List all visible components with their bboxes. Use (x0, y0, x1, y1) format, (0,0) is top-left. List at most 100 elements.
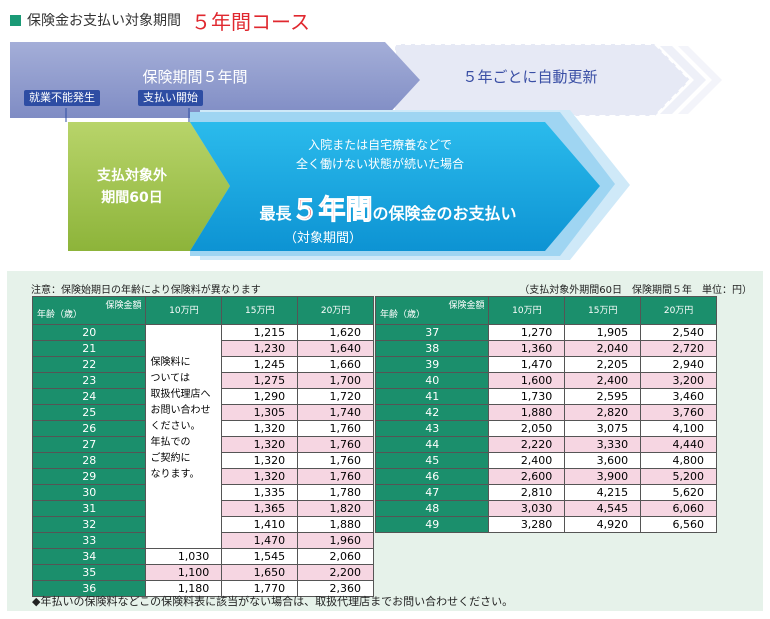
premium-cell-10: 2,810 (488, 484, 566, 501)
age-cell: 41 (374, 388, 490, 405)
premium-cell-15: 1,365 (221, 500, 299, 517)
premium-cell-20: 1,960 (297, 532, 374, 549)
table-row: 38 1,360 2,040 2,720 (374, 340, 717, 357)
premium-cell-15: 1,905 (564, 324, 642, 341)
premium-cell-15: 1,320 (221, 436, 299, 453)
table-row: 35 1,100 1,650 2,200 (31, 564, 374, 581)
premium-cell-20: 5,620 (640, 484, 717, 501)
premium-cell-10: 3,280 (488, 516, 566, 533)
premium-cell-20: 1,620 (297, 324, 374, 341)
age-cell: 22 (31, 356, 147, 373)
premium-cell-15: 1,320 (221, 452, 299, 469)
table-header-row: 保険金額 年齢（歳） 10万円 15万円 20万円 (31, 296, 374, 325)
contact-agent-note-line: ご契約に (150, 453, 191, 464)
col-header-20: 20万円 (297, 296, 374, 325)
age-cell: 42 (374, 404, 490, 421)
premium-cell-20: 3,760 (640, 404, 717, 421)
premium-cell-20: 3,200 (640, 372, 717, 389)
premium-cell-20: 1,740 (297, 404, 374, 421)
table-row: 46 2,600 3,900 5,200 (374, 468, 717, 485)
age-cell: 31 (31, 500, 147, 517)
premium-cell-15: 2,400 (564, 372, 642, 389)
premium-cell-10: 1,730 (488, 388, 566, 405)
age-cell: 21 (31, 340, 147, 357)
premium-cell-20: 1,660 (297, 356, 374, 373)
col-header-20: 20万円 (640, 296, 717, 325)
premium-cell-20: 6,560 (640, 516, 717, 533)
age-cell: 43 (374, 420, 490, 437)
table-row: 32 1,410 1,880 (31, 516, 374, 533)
table-footnote: ◆年払いの保険料などこの保険料表に該当がない場合は、取扱代理店までお問い合わせく… (32, 595, 514, 608)
premium-cell-20: 1,780 (297, 484, 374, 501)
premium-cell-15: 4,920 (564, 516, 642, 533)
age-cell: 45 (374, 452, 490, 469)
premium-cell-15: 4,545 (564, 500, 642, 517)
premium-cell-10: 1,880 (488, 404, 566, 421)
premium-cell-15: 2,040 (564, 340, 642, 357)
premium-cell-20: 2,720 (640, 340, 717, 357)
col-header-15: 15万円 (564, 296, 642, 325)
premium-cell-15: 1,320 (221, 420, 299, 437)
table-row: 29 1,320 1,760 (31, 468, 374, 485)
premium-cell-15: 1,320 (221, 468, 299, 485)
premium-cell-10: 2,050 (488, 420, 566, 437)
premium-cell-15: 1,305 (221, 404, 299, 421)
table-row: 31 1,365 1,820 (31, 500, 374, 517)
table-row: 40 1,600 2,400 3,200 (374, 372, 717, 389)
table-row: 48 3,030 4,545 6,060 (374, 500, 717, 517)
premium-cell-10: 1,030 (145, 548, 223, 565)
premium-cell-10: 2,220 (488, 436, 566, 453)
age-cell: 36 (31, 580, 147, 597)
premium-cell-15: 3,900 (564, 468, 642, 485)
premium-cell-15: 3,600 (564, 452, 642, 469)
contact-agent-note-line: 取扱代理店へ (150, 389, 211, 400)
bullet-square-icon (10, 14, 21, 26)
age-cell: 35 (31, 564, 147, 581)
premium-cell-15: 2,205 (564, 356, 642, 373)
age-cell: 32 (31, 516, 147, 533)
age-cell: 33 (31, 532, 147, 549)
age-cell: 24 (31, 388, 147, 405)
premium-cell-15: 1,335 (221, 484, 299, 501)
premium-cell-10: 2,600 (488, 468, 566, 485)
pay-prefix: 最長 (259, 204, 292, 223)
premium-cell-10: 1,360 (488, 340, 566, 357)
course-title: ５年間コース (191, 9, 310, 34)
premium-cell-20: 1,820 (297, 500, 374, 517)
age-cell: 28 (31, 452, 147, 469)
table-note-right: （支払対象外期間60日 保険期間５年 単位：円） (519, 285, 752, 296)
premium-cell-15: 1,650 (221, 564, 299, 581)
period-arrow (10, 42, 420, 118)
renew-chevron-1 (660, 46, 706, 114)
age-cell: 23 (31, 372, 147, 389)
contact-agent-note-line: なります。 (150, 469, 200, 480)
premium-cell-15: 3,075 (564, 420, 642, 437)
premium-cell-10: 2,400 (488, 452, 566, 469)
contact-agent-note-line: ください。 (150, 421, 201, 432)
premium-cell-20: 5,200 (640, 468, 717, 485)
condition-line1: 入院または自宅療養などで (308, 138, 452, 152)
premium-cell-15: 4,215 (564, 484, 642, 501)
table-row: 23 1,275 1,700 (31, 372, 374, 389)
premium-cell-20: 1,760 (297, 452, 374, 469)
col-header-10: 10万円 (488, 296, 566, 325)
renew-chevron-2 (678, 46, 722, 114)
pay-big: ５年間 (291, 195, 373, 227)
table-row: 37 1,270 1,905 2,540 (374, 324, 717, 341)
age-cell: 29 (31, 468, 147, 485)
tag-disability-occurrence: 就業不能発生 (24, 90, 100, 106)
premium-table-right: 保険金額 年齢（歳） 10万円 15万円 20万円 37 1,270 1,905 2,5… (374, 296, 717, 533)
premium-cell-10: 1,100 (145, 564, 223, 581)
premium-cell-20: 2,060 (297, 548, 374, 565)
age-cell: 34 (31, 548, 147, 565)
premium-cell-15: 2,820 (564, 404, 642, 421)
table-row: 47 2,810 4,215 5,620 (374, 484, 717, 501)
premium-cell-20: 2,940 (640, 356, 717, 373)
table-row: 39 1,470 2,205 2,940 (374, 356, 717, 373)
premium-cell-20: 1,760 (297, 468, 374, 485)
condition-text: 入院または自宅療養などで 全く働けない状態が続いた場合 (240, 136, 520, 174)
premium-cell-15: 1,290 (221, 388, 299, 405)
premium-cell-20: 1,720 (297, 388, 374, 405)
premium-cell-15: 1,470 (221, 532, 299, 549)
premium-cell-20: 1,760 (297, 420, 374, 437)
